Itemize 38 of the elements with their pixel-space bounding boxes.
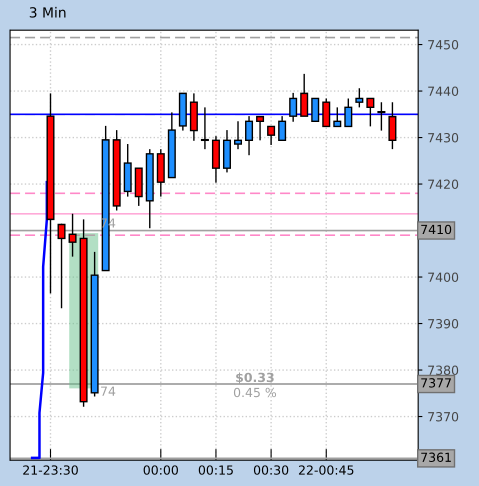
- candlestick: [388, 102, 396, 150]
- annotation: 74: [101, 218, 116, 228]
- x-tick-label: 00:00: [144, 465, 178, 475]
- y-tick-label: 7370: [428, 412, 458, 422]
- ref-line-label: 7361: [421, 452, 451, 462]
- y-tick-label: 7430: [428, 133, 458, 142]
- annotation: 0.45 %: [234, 388, 276, 398]
- candlestick: [366, 98, 374, 128]
- annotation: 74: [101, 386, 116, 396]
- candlestick: [68, 213, 77, 258]
- x-tick-label: 00:15: [198, 465, 233, 475]
- candlestick: [311, 98, 320, 122]
- candlestick: [245, 115, 254, 156]
- y-tick-label: 7420: [428, 180, 458, 189]
- candlestick: [289, 92, 298, 122]
- ref-line-label: 7410: [421, 224, 452, 234]
- candlestick: [333, 106, 342, 128]
- candlestick: [344, 98, 352, 128]
- ref-line-label: 7377: [421, 378, 451, 388]
- candlestick: [256, 115, 264, 142]
- candlestick: [377, 102, 386, 132]
- x-tick-label: 22-00:45: [298, 465, 354, 475]
- candlestick: [234, 120, 242, 150]
- y-tick-label: 7450: [428, 40, 458, 50]
- x-tick-label: 21-23:30: [23, 465, 78, 475]
- annotation: $0.33: [236, 372, 274, 384]
- candlestick: [267, 126, 276, 146]
- x-tick-label: 00:30: [254, 465, 288, 475]
- candlestick: [355, 88, 364, 108]
- chart-title: 3 Min: [30, 6, 66, 18]
- y-tick-label: 7440: [428, 86, 458, 96]
- y-tick-label: 7380: [428, 366, 458, 375]
- candlestick: [278, 115, 286, 142]
- candlestick: [300, 73, 308, 117]
- candlestick: [200, 106, 209, 150]
- y-tick-label: 7400: [428, 272, 458, 282]
- candlestick: [58, 222, 66, 309]
- y-tick-label: 7390: [428, 319, 458, 328]
